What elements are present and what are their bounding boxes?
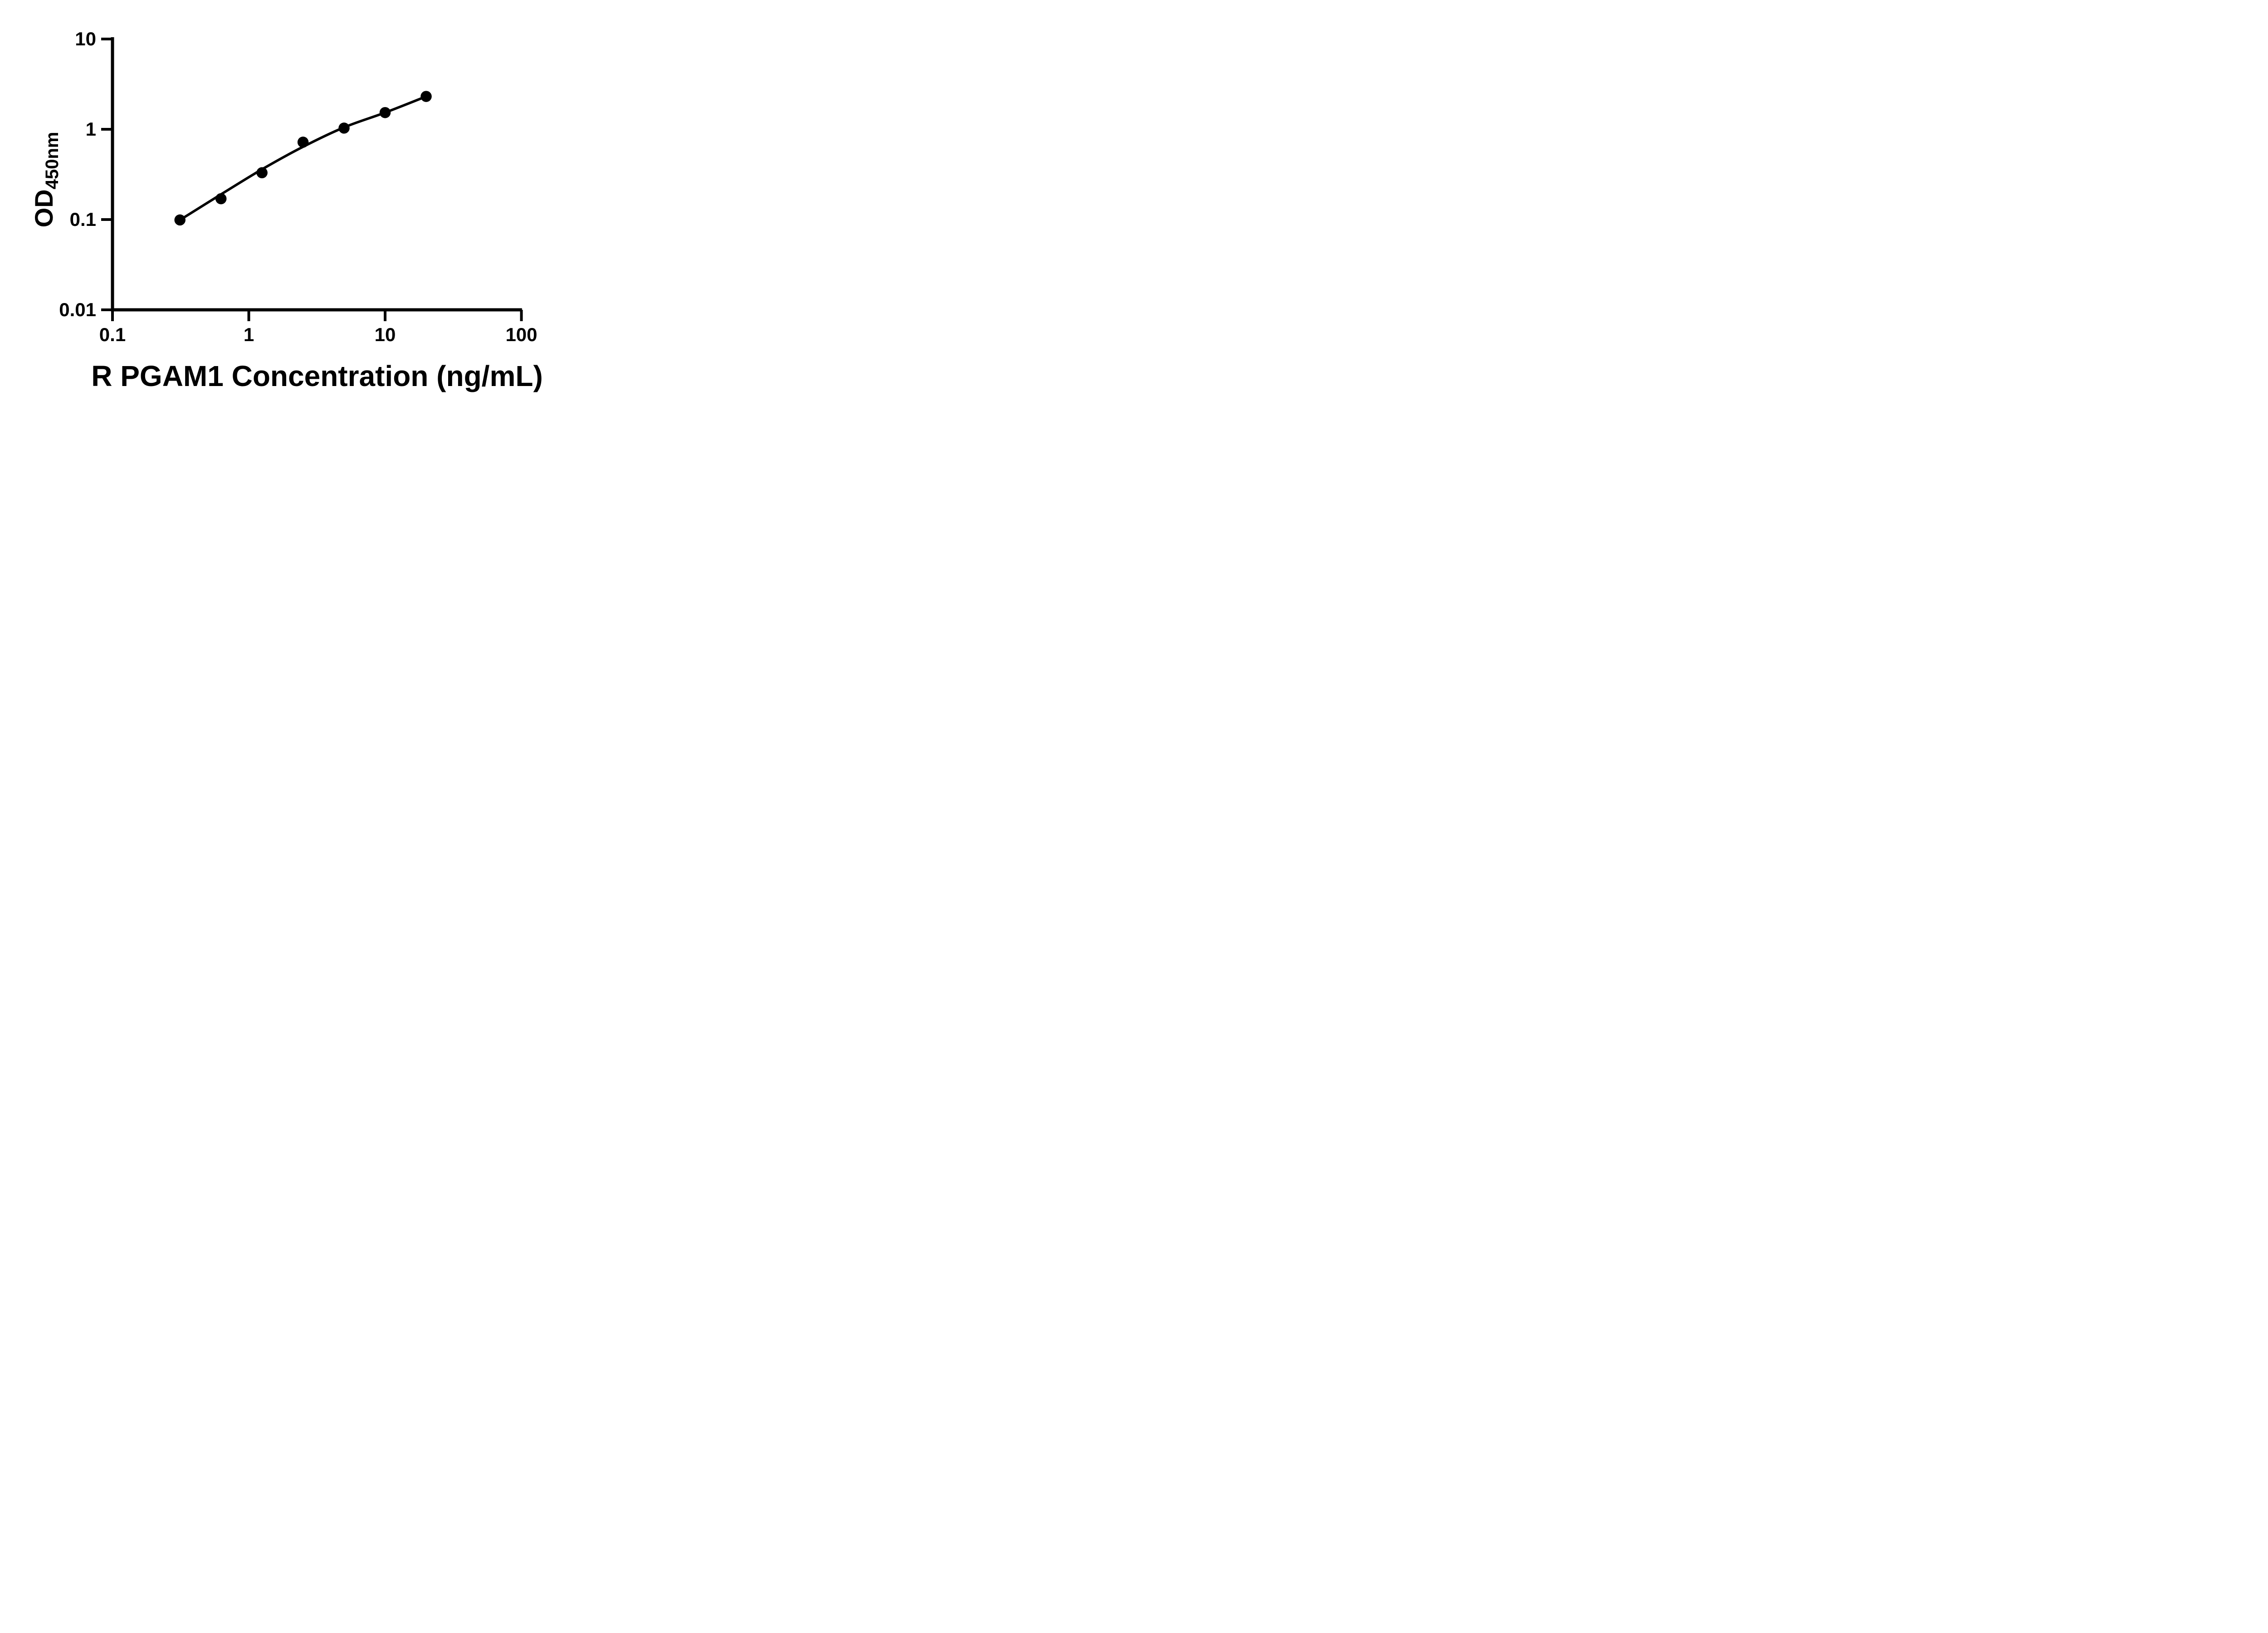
y-axis-title-main: OD: [29, 189, 58, 227]
y-tick-label: 0.1: [70, 209, 96, 230]
x-tick-label: 0.1: [99, 324, 126, 345]
x-tick-label: 10: [375, 324, 396, 345]
data-point-marker: [174, 214, 186, 226]
elisa-standard-curve-figure: 10 1 0.1 0.01 0.1 1 10 100 R PGAM1 Concentratio…: [0, 0, 583, 408]
data-point-marker: [256, 167, 268, 179]
y-axis-title-subscript: 450nm: [42, 132, 62, 190]
x-tick-label: 100: [505, 324, 537, 345]
y-axis-title: OD450nm: [29, 132, 62, 228]
y-tick-label: 0.01: [59, 299, 96, 320]
x-axis-title: R PGAM1 Concentration (ng/mL): [91, 360, 543, 392]
data-point-marker: [379, 107, 391, 118]
data-point-marker: [297, 137, 309, 148]
x-tick-label: 1: [244, 324, 254, 345]
data-point-marker: [420, 91, 432, 102]
y-tick-label: 10: [75, 28, 96, 49]
y-tick-label: 1: [86, 118, 96, 140]
data-point-marker: [215, 193, 227, 205]
data-point-marker: [338, 122, 350, 134]
plot-area: [174, 91, 432, 226]
